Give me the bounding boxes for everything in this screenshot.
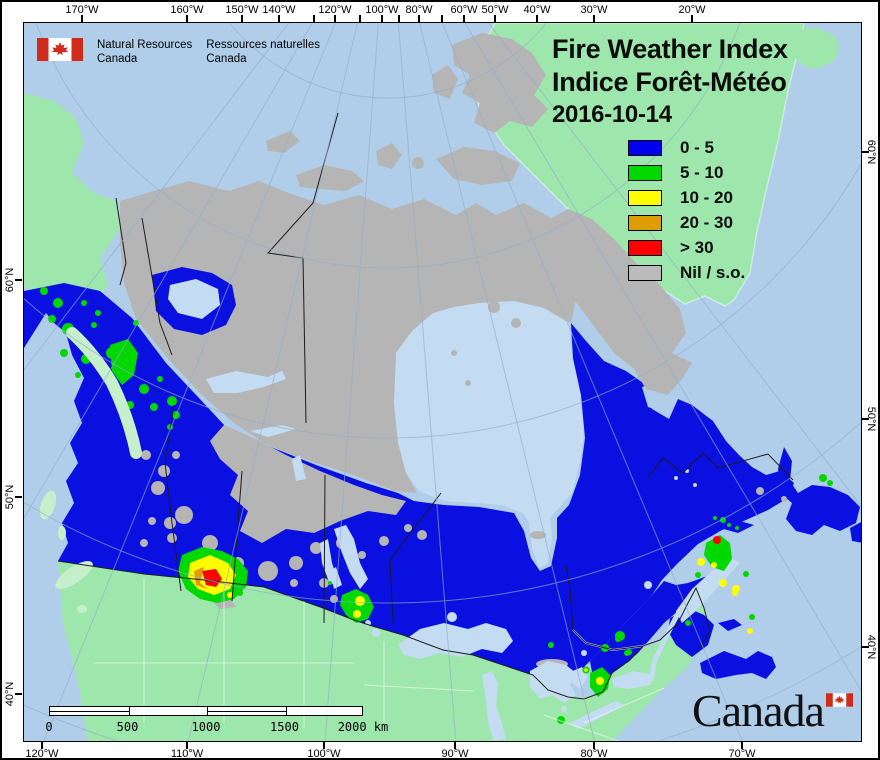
map-frame: Natural Resources Canada Ressources natu… — [23, 22, 862, 742]
tick-mark — [278, 15, 280, 22]
wordmark-text: Canada — [692, 685, 825, 736]
tick-mark — [15, 496, 22, 498]
tick-mark — [41, 742, 43, 749]
legend-row: 0 - 5 — [628, 135, 745, 160]
tick-mark — [323, 742, 325, 749]
legend-swatch — [628, 239, 662, 256]
fwi-hotspots — [40, 287, 833, 724]
graticule-label: 80°W — [580, 748, 608, 760]
tick-mark — [15, 279, 22, 281]
legend-swatch — [628, 139, 662, 156]
legend-label: 20 - 30 — [680, 212, 733, 232]
canada-fwi-map — [24, 23, 861, 741]
tick-mark — [334, 15, 336, 22]
graticule-label: 160°W — [170, 4, 204, 16]
arctic-islands — [246, 33, 692, 395]
tick-mark — [593, 742, 595, 749]
graticule-label: 60°W — [450, 4, 478, 16]
legend-row: 20 - 30 — [628, 210, 745, 235]
nrcan-fr-line1: Ressources naturelles — [206, 39, 321, 51]
tick-mark — [741, 742, 743, 749]
graticule — [24, 23, 861, 741]
scale-bar: 0 500 1000 1500 2000 km — [45, 706, 388, 740]
nil-region — [120, 181, 787, 669]
scale-label: 2000 km — [337, 720, 389, 734]
graticule-label: 30°W — [580, 4, 608, 16]
legend-swatch — [628, 189, 662, 206]
legend-swatch — [628, 264, 662, 281]
legend-label: > 30 — [680, 237, 714, 257]
fwi-legend: 0 - 5 5 - 10 10 - 20 20 - 30 > 30 Nil / s.o. — [628, 135, 745, 285]
graticule-label: 90°W — [441, 748, 469, 760]
graticule-label: 80°W — [405, 4, 433, 16]
nrcan-en-line2: Canada — [97, 53, 138, 65]
tick-mark — [381, 15, 383, 22]
graticule-label: 50°W — [481, 4, 509, 16]
graticule-label: 170°W — [65, 4, 99, 16]
tick-mark — [398, 15, 400, 22]
tick-mark — [15, 693, 22, 695]
nrcan-text-en: Natural Resources Canada — [97, 38, 192, 66]
graticule-label: 100°W — [307, 748, 341, 760]
title-date: 2016-10-14 — [552, 101, 672, 128]
nrcan-signature: Natural Resources Canada Ressources natu… — [37, 38, 320, 66]
legend-row: > 30 — [628, 235, 745, 260]
legend-label: 0 - 5 — [680, 137, 715, 157]
legend-label: 5 - 10 — [680, 162, 724, 182]
legend-swatch — [628, 164, 662, 181]
title-en: Fire Weather Index — [552, 34, 788, 64]
tick-mark — [313, 15, 315, 22]
tick-mark — [862, 151, 869, 153]
graticule-label: 110°W — [170, 748, 204, 760]
tick-mark — [454, 742, 456, 749]
legend-swatch — [628, 214, 662, 231]
scale-label: 1000 — [191, 720, 221, 734]
canada-wordmark: Canada — [692, 685, 861, 741]
graticule-label: 120°W — [318, 4, 352, 16]
tick-mark — [241, 15, 243, 22]
map-title: Fire Weather Index Indice Forêt-Météo 20… — [552, 33, 788, 130]
nrcan-en-line1: Natural Resources — [97, 39, 193, 51]
legend-row: 5 - 10 — [628, 160, 745, 185]
scale-label: 1500 — [270, 720, 299, 734]
tick-mark — [359, 15, 361, 22]
graticule-label: 70°W — [728, 748, 756, 760]
tick-mark — [186, 15, 188, 22]
tick-mark — [494, 15, 496, 22]
scale-bar-rule — [49, 706, 363, 716]
graticule-label: 20°W — [678, 4, 706, 16]
tick-mark — [441, 15, 443, 22]
legend-row: Nil / s.o. — [628, 260, 745, 285]
tick-mark — [186, 742, 188, 749]
tick-mark — [691, 15, 693, 22]
graticule-label: 100°W — [365, 4, 399, 16]
tick-mark — [463, 15, 465, 22]
graticule-label: 40°W — [523, 4, 551, 16]
tick-mark — [593, 15, 595, 22]
tick-mark — [862, 418, 869, 420]
legend-label: 10 - 20 — [680, 187, 733, 207]
scale-label: 0 — [45, 720, 53, 734]
wordmark-flag-icon — [826, 693, 853, 707]
graticule-label: 140°W — [262, 4, 296, 16]
legend-row: 10 - 20 — [628, 185, 745, 210]
canada-flag-icon — [37, 38, 83, 61]
nrcan-text-fr: Ressources naturelles Canada — [206, 38, 320, 66]
graticule-label: 120°W — [25, 748, 59, 760]
tick-mark — [862, 646, 869, 648]
graticule-label: 150°W — [225, 4, 259, 16]
tick-mark — [81, 15, 83, 22]
scale-label: 500 — [116, 720, 139, 734]
nrcan-fr-line2: Canada — [206, 53, 247, 65]
legend-label: Nil / s.o. — [680, 262, 746, 282]
tick-mark — [418, 15, 420, 22]
title-fr: Indice Forêt-Météo — [552, 67, 787, 97]
boundary-lines — [57, 112, 794, 741]
tick-mark — [536, 15, 538, 22]
